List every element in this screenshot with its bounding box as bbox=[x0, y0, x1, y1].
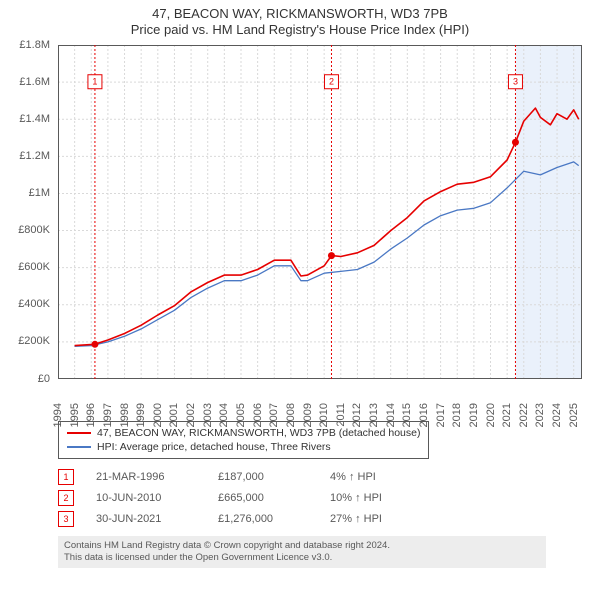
footer-line-2: This data is licensed under the Open Gov… bbox=[64, 552, 540, 564]
x-axis-label: 2003 bbox=[202, 403, 214, 427]
x-axis-label: 2006 bbox=[252, 403, 264, 427]
x-axis-label: 1995 bbox=[69, 403, 81, 427]
x-axis-label: 1998 bbox=[119, 403, 131, 427]
transaction-badge: 2 bbox=[58, 490, 74, 506]
chart-svg: 1 2 3 bbox=[58, 45, 582, 379]
x-axis-label: 2020 bbox=[485, 403, 497, 427]
x-axis-label: 2011 bbox=[335, 403, 347, 427]
legend-label: 47, BEACON WAY, RICKMANSWORTH, WD3 7PB (… bbox=[97, 426, 420, 440]
transaction-table: 1 21-MAR-1996 £187,000 4% ↑ HPI 2 10-JUN-2010… bbox=[58, 467, 590, 530]
svg-text:3: 3 bbox=[513, 76, 518, 86]
transaction-pct-vs-hpi: 27% ↑ HPI bbox=[330, 509, 430, 530]
chart-area: £0 £200K £400K £600K £800K £1M £1.2M £1.4M £1.6M… bbox=[10, 45, 590, 415]
transaction-row: 2 10-JUN-2010 £665,000 10% ↑ HPI bbox=[58, 488, 590, 509]
x-axis-label: 2005 bbox=[235, 403, 247, 427]
chart-container: 47, BEACON WAY, RICKMANSWORTH, WD3 7PB P… bbox=[0, 0, 600, 590]
transaction-pct-vs-hpi: 4% ↑ HPI bbox=[330, 467, 430, 488]
legend-swatch bbox=[67, 446, 91, 448]
y-axis-labels: £0£200K£400K£600K£800K£1M£1.2M£1.4M£1.6M… bbox=[10, 45, 54, 379]
transaction-badge: 3 bbox=[58, 511, 74, 527]
title-line-2: Price paid vs. HM Land Registry's House … bbox=[10, 22, 590, 38]
x-axis-label: 2014 bbox=[385, 403, 397, 427]
x-axis-label: 1994 bbox=[52, 403, 64, 427]
y-axis-label: £1.2M bbox=[19, 150, 50, 162]
legend-label: HPI: Average price, detached house, Thre… bbox=[97, 440, 331, 454]
transaction-badge: 1 bbox=[58, 469, 74, 485]
transaction-price: £187,000 bbox=[218, 467, 308, 488]
y-axis-label: £200K bbox=[18, 335, 50, 347]
transaction-row: 1 21-MAR-1996 £187,000 4% ↑ HPI bbox=[58, 467, 590, 488]
y-axis-label: £1.4M bbox=[19, 113, 50, 125]
x-axis-label: 2007 bbox=[268, 403, 280, 427]
x-axis-label: 2017 bbox=[435, 403, 447, 427]
x-axis-label: 2022 bbox=[518, 403, 530, 427]
x-axis-label: 2016 bbox=[418, 403, 430, 427]
x-axis-label: 1999 bbox=[135, 403, 147, 427]
x-axis-label: 2024 bbox=[551, 403, 563, 427]
title-line-1: 47, BEACON WAY, RICKMANSWORTH, WD3 7PB bbox=[10, 6, 590, 22]
transaction-date: 21-MAR-1996 bbox=[96, 467, 196, 488]
x-axis-label: 1997 bbox=[102, 403, 114, 427]
transaction-pct-vs-hpi: 10% ↑ HPI bbox=[330, 488, 430, 509]
y-axis-label: £1M bbox=[29, 187, 50, 199]
attribution-footer: Contains HM Land Registry data © Crown c… bbox=[58, 536, 546, 569]
y-axis-label: £1.8M bbox=[19, 39, 50, 51]
x-axis-label: 2004 bbox=[218, 403, 230, 427]
x-axis-label: 2023 bbox=[534, 403, 546, 427]
x-axis-label: 2025 bbox=[568, 403, 580, 427]
legend-item: 47, BEACON WAY, RICKMANSWORTH, WD3 7PB (… bbox=[67, 426, 420, 440]
legend-swatch bbox=[67, 432, 91, 434]
y-axis-label: £600K bbox=[18, 261, 50, 273]
x-axis-label: 2010 bbox=[318, 403, 330, 427]
transaction-date: 30-JUN-2021 bbox=[96, 509, 196, 530]
y-axis-label: £800K bbox=[18, 224, 50, 236]
x-axis-label: 2000 bbox=[152, 403, 164, 427]
x-axis-label: 2015 bbox=[401, 403, 413, 427]
footer-line-1: Contains HM Land Registry data © Crown c… bbox=[64, 540, 540, 552]
x-axis-label: 2009 bbox=[302, 403, 314, 427]
x-axis-label: 2001 bbox=[168, 403, 180, 427]
transaction-price: £1,276,000 bbox=[218, 509, 308, 530]
x-axis-labels: 1994199519961997199819992000200120022003… bbox=[58, 379, 582, 415]
x-axis-label: 2013 bbox=[368, 403, 380, 427]
svg-text:2: 2 bbox=[329, 76, 334, 86]
x-axis-label: 2008 bbox=[285, 403, 297, 427]
y-axis-label: £1.6M bbox=[19, 76, 50, 88]
x-axis-label: 2012 bbox=[351, 403, 363, 427]
x-axis-label: 1996 bbox=[85, 403, 97, 427]
x-axis-label: 2021 bbox=[501, 403, 513, 427]
legend-item: HPI: Average price, detached house, Thre… bbox=[67, 440, 420, 454]
y-axis-label: £0 bbox=[38, 373, 50, 385]
transaction-date: 10-JUN-2010 bbox=[96, 488, 196, 509]
svg-text:1: 1 bbox=[92, 76, 97, 86]
x-axis-label: 2018 bbox=[451, 403, 463, 427]
plot-area: 1 2 3 bbox=[58, 45, 582, 379]
transaction-row: 3 30-JUN-2021 £1,276,000 27% ↑ HPI bbox=[58, 509, 590, 530]
x-axis-label: 2019 bbox=[468, 403, 480, 427]
x-axis-label: 2002 bbox=[185, 403, 197, 427]
y-axis-label: £400K bbox=[18, 298, 50, 310]
transaction-price: £665,000 bbox=[218, 488, 308, 509]
